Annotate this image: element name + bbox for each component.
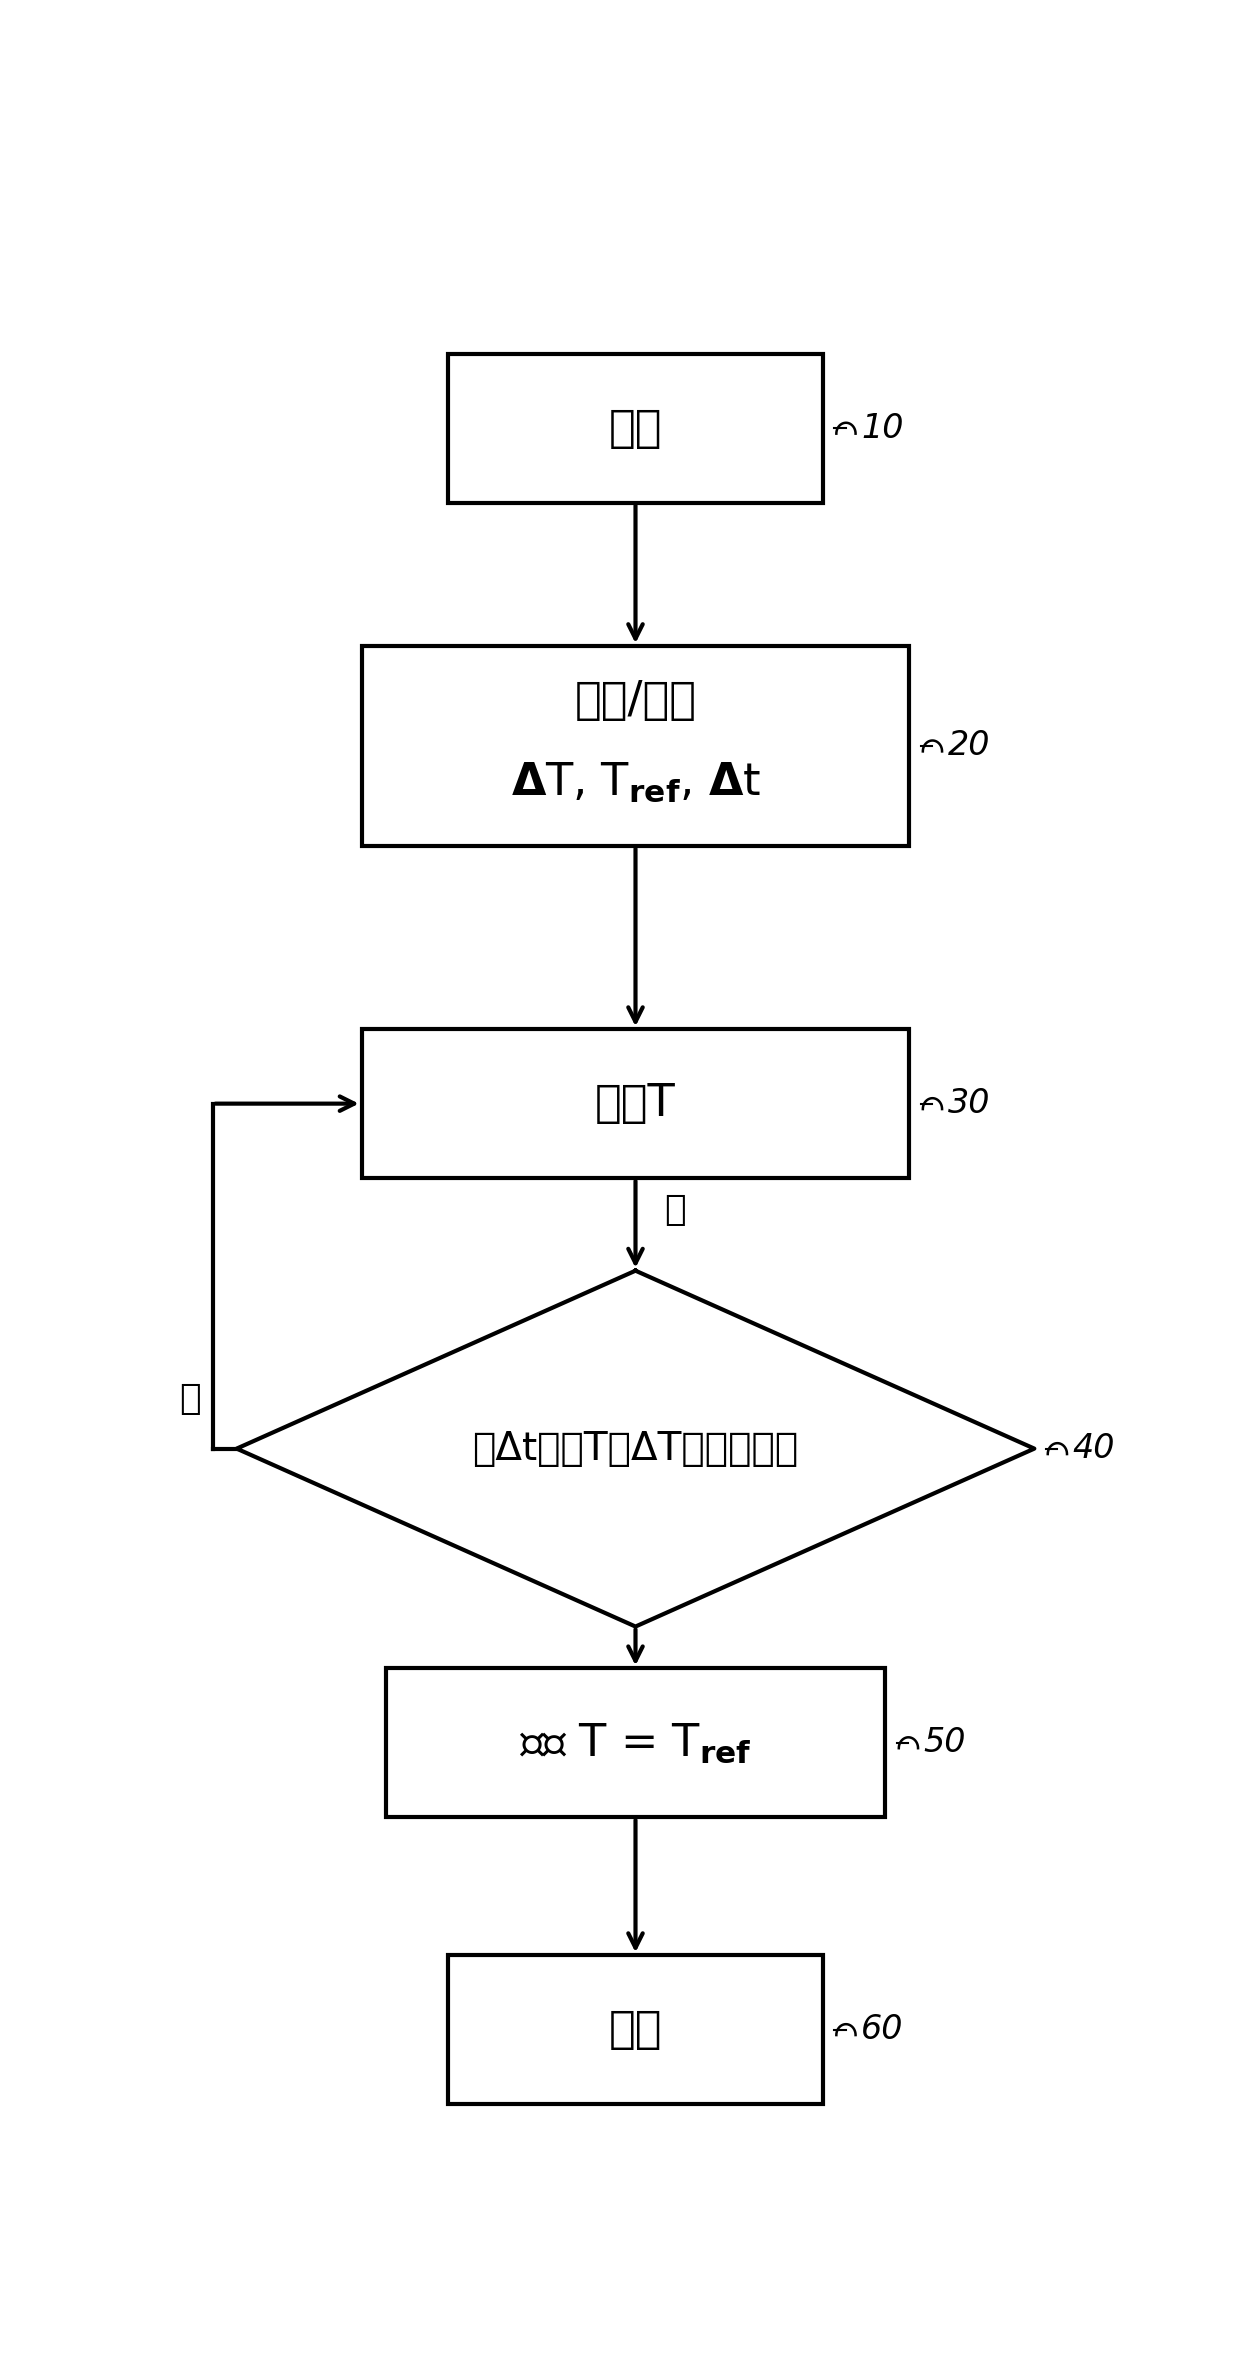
- Bar: [448, 1955, 823, 2103]
- Bar: [448, 354, 823, 502]
- Text: 是: 是: [665, 1193, 686, 1226]
- Text: 20: 20: [947, 729, 991, 762]
- Text: 50: 50: [924, 1726, 966, 1759]
- Text: 30: 30: [947, 1087, 991, 1120]
- Text: 结束: 结束: [609, 2009, 662, 2051]
- Text: 60: 60: [862, 2014, 904, 2047]
- Text: 10: 10: [862, 413, 904, 446]
- Text: 在Δt期间T在ΔT内大致恒定: 在Δt期间T在ΔT内大致恒定: [472, 1429, 799, 1467]
- Text: 否: 否: [180, 1382, 201, 1415]
- Bar: [362, 646, 909, 847]
- Text: 测定T: 测定T: [595, 1082, 676, 1125]
- Text: 指定/确定: 指定/确定: [574, 679, 697, 722]
- Text: 开始: 开始: [609, 406, 662, 450]
- Bar: [386, 1669, 885, 1818]
- Text: 设置 T = T$_{\mathbf{ref}}$: 设置 T = T$_{\mathbf{ref}}$: [520, 1721, 751, 1764]
- Text: 40: 40: [1073, 1431, 1115, 1464]
- Bar: [362, 1028, 909, 1179]
- Text: $\mathbf{\Delta}$T, T$_{\mathbf{ref}}$, $\mathbf{\Delta}$t: $\mathbf{\Delta}$T, T$_{\mathbf{ref}}$, …: [511, 762, 760, 804]
